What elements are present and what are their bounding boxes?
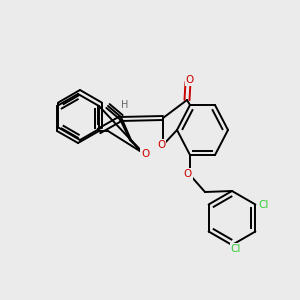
Text: O: O: [141, 149, 149, 159]
Text: H: H: [121, 100, 129, 110]
Text: Cl: Cl: [231, 244, 241, 254]
Text: Cl: Cl: [258, 200, 268, 209]
Text: O: O: [184, 169, 192, 179]
Text: O: O: [186, 75, 194, 85]
Text: O: O: [157, 140, 165, 150]
